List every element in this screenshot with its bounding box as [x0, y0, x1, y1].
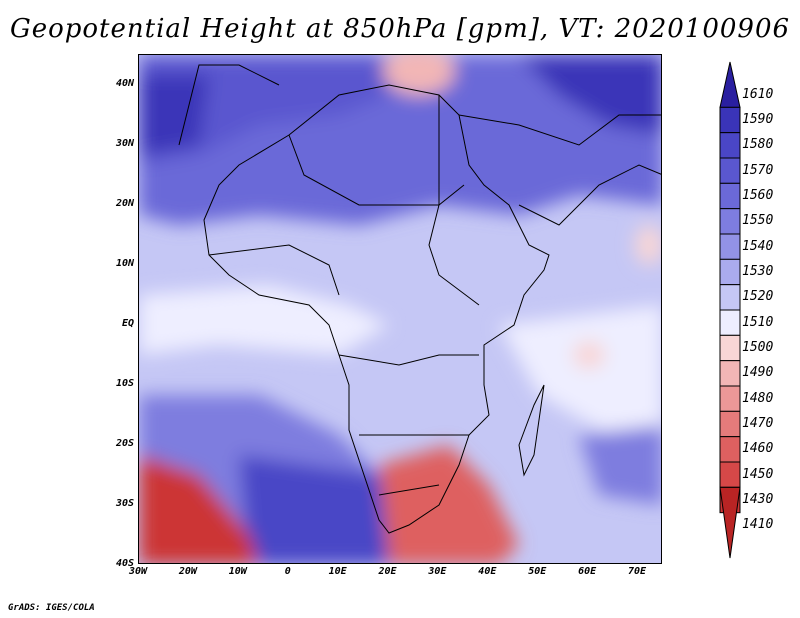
lat-tick-label: 10S [115, 378, 134, 389]
lon-tick-label: 50E [528, 566, 547, 577]
colorbar-swatch [719, 461, 741, 488]
colorbar-swatch [719, 360, 741, 387]
colorbar-swatch [719, 157, 741, 184]
colorbar-label: 1550 [742, 213, 774, 229]
lon-tick-label: 60E [578, 566, 597, 577]
colorbar-swatch [719, 208, 741, 235]
colorbar-label: 1580 [742, 137, 774, 153]
height-field-map [139, 55, 661, 563]
colorbar-bottom-arrow [719, 486, 741, 559]
colorbar-swatch [719, 309, 741, 336]
colorbar-label: 1520 [742, 289, 774, 305]
colorbar-swatch [719, 436, 741, 463]
colorbar-swatch [719, 182, 741, 210]
country-borders [178, 64, 661, 534]
lat-tick-label: 30S [115, 498, 134, 509]
colorbar-swatch [719, 284, 741, 311]
colorbar-swatch [719, 334, 741, 362]
colorbar-label: 1530 [742, 264, 774, 279]
colorbar-label: 1570 [742, 162, 774, 178]
colorbar [719, 61, 741, 559]
lon-tick-label: 20E [378, 566, 397, 577]
colorbar-label: 1460 [742, 441, 774, 457]
colorbar-label: 1500 [742, 340, 774, 355]
colorbar-swatch [719, 385, 741, 412]
lat-tick-label: 20N [115, 198, 134, 209]
lat-tick-label: EQ [121, 318, 134, 329]
lat-tick-label: 40S [115, 558, 134, 569]
colorbar-label: 1430 [742, 492, 774, 507]
colorbar-label: 1560 [742, 188, 774, 203]
lon-tick-label: 10W [228, 566, 247, 577]
colorbar-label: 1490 [742, 365, 774, 381]
lon-tick-label: 20W [178, 566, 197, 577]
lon-tick-label: 40E [478, 566, 497, 577]
colorbar-swatch [719, 258, 741, 286]
lat-tick-label: 20S [115, 438, 134, 449]
colorbar-label: 1540 [742, 238, 774, 254]
lon-tick-label: 30W [128, 566, 148, 577]
colorbar-swatch [719, 233, 741, 260]
colorbar-top-arrow [719, 61, 741, 108]
lon-tick-label: 30E [428, 566, 447, 577]
lon-tick-label: 0 [284, 566, 291, 577]
lat-tick-label: 10N [115, 258, 134, 269]
grads-credit: GrADS: IGES/COLA [8, 603, 95, 613]
map-title: Geopotential Height at 850hPa [gpm], VT:… [9, 14, 791, 44]
lon-tick-label: 10E [328, 566, 347, 577]
lat-tick-label: 30N [115, 138, 134, 149]
colorbar-swatch [719, 410, 741, 438]
colorbar-label: 1480 [742, 390, 774, 406]
map-panel [138, 54, 662, 564]
colorbar-label: 1450 [742, 466, 774, 482]
colorbar-label: 1510 [742, 314, 774, 330]
colorbar-label: 1610 [742, 86, 774, 102]
colorbar-label: 1590 [742, 112, 774, 127]
colorbar-label: 1410 [742, 517, 774, 533]
lat-tick-label: 40N [115, 78, 134, 89]
colorbar-swatch [719, 106, 741, 134]
lon-tick-label: 70E [628, 566, 647, 577]
colorbar-label: 1470 [742, 416, 774, 431]
colorbar-swatch [719, 132, 741, 159]
